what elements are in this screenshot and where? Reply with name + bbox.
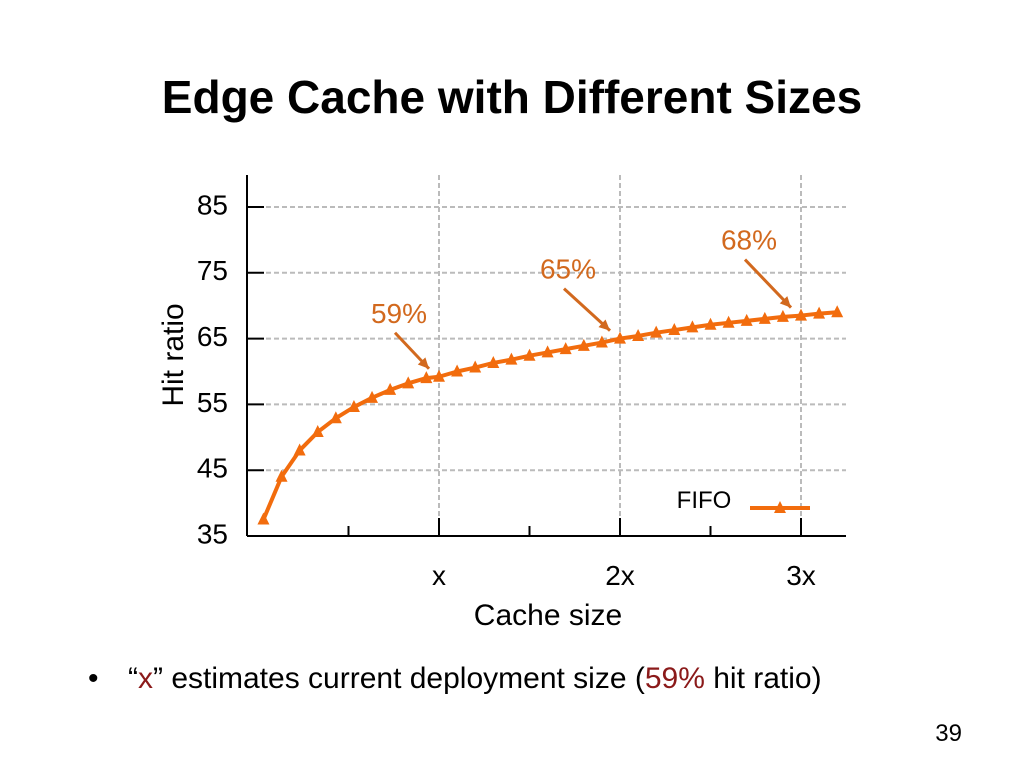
bullet-text-end: hit ratio) [704, 662, 822, 695]
data-point [831, 305, 844, 318]
y-tick-label: 65 [197, 321, 228, 352]
chart-series [257, 305, 844, 525]
series-line-fifo [261, 310, 838, 521]
annotation-arrowhead [779, 296, 791, 308]
data-point [384, 382, 397, 395]
x-tick-label: x [432, 560, 446, 591]
data-point [487, 355, 500, 368]
data-point [686, 320, 699, 333]
data-point [740, 313, 753, 326]
data-point [451, 364, 464, 377]
data-point [632, 328, 645, 341]
annotation-arrowhead [417, 357, 429, 369]
chart-ticks: 35 45 55 65 75 85 x 2x 3x [197, 189, 816, 591]
data-point [469, 360, 482, 373]
chart-axes [246, 175, 846, 537]
data-point [795, 308, 807, 321]
annotation-arrow [743, 258, 793, 309]
y-tick-label: 45 [197, 453, 228, 484]
data-point [523, 348, 536, 361]
x-tick-label: 2x [605, 560, 635, 591]
data-point [402, 376, 415, 389]
x-axis-label: Cache size [474, 599, 622, 632]
data-point [614, 331, 626, 344]
slide-title: Edge Cache with Different Sizes [161, 71, 863, 123]
bullet-item: • “x” estimates current deployment size (… [88, 662, 822, 696]
data-point [505, 352, 518, 365]
y-tick-label: 85 [197, 189, 228, 220]
data-point [541, 345, 554, 358]
y-tick-label: 55 [197, 387, 228, 418]
bullet-percent: 59% [644, 662, 705, 695]
x-term: x [138, 662, 153, 695]
annotation-label: 59% [371, 298, 427, 329]
data-point [366, 390, 379, 403]
chart-legend: FIFO [677, 487, 810, 514]
legend-label-fifo: FIFO [677, 487, 732, 514]
annotation-arrowhead [598, 319, 610, 331]
data-point [311, 425, 324, 438]
data-point [668, 323, 681, 336]
data-point [704, 317, 717, 330]
y-tick-label: 75 [197, 255, 228, 286]
open-quote: “ [128, 662, 138, 695]
chart-annotations: 59% 65% 68% [371, 225, 793, 370]
data-point [813, 306, 826, 319]
data-point [433, 369, 445, 382]
data-point [347, 400, 360, 413]
data-point [776, 309, 789, 322]
data-point [758, 311, 771, 324]
y-tick-label: 35 [197, 518, 228, 549]
data-point [722, 315, 735, 328]
legend-marker-fifo [774, 501, 786, 513]
data-point [420, 371, 433, 384]
x-tick-label: 3x [786, 560, 816, 591]
data-point [329, 411, 342, 424]
annotation-label: 68% [721, 225, 777, 256]
data-point [577, 338, 590, 351]
bullet-text: ” estimates current deployment size ( [153, 662, 645, 695]
data-point [275, 469, 288, 482]
y-axis-label: Hit ratio [157, 303, 190, 406]
slide-number: 39 [935, 720, 962, 747]
data-point [293, 443, 306, 456]
data-point [559, 342, 572, 355]
bullet-marker: • [88, 662, 99, 695]
data-point [650, 325, 663, 338]
data-point [257, 512, 270, 525]
annotation-label: 65% [540, 254, 596, 285]
data-point [595, 335, 608, 348]
